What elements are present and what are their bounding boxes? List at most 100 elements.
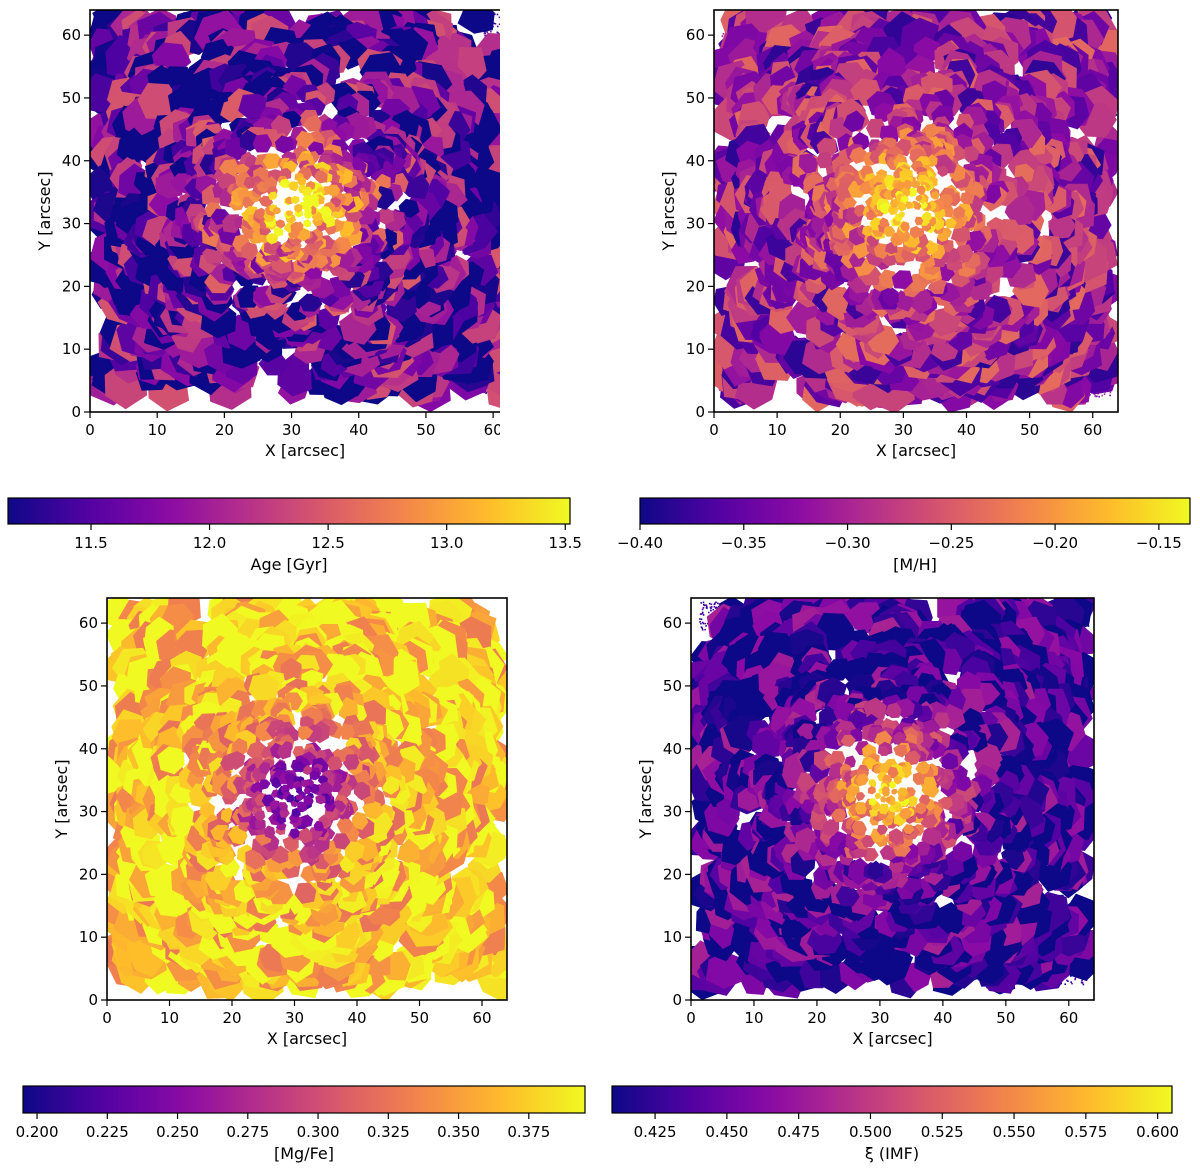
voronoi-bin: [290, 195, 300, 204]
spaxel-pixel: [498, 23, 500, 26]
colorbar-tick-label: −0.20: [1032, 534, 1078, 552]
voronoi-bin: [270, 776, 282, 789]
voronoi-bin: [263, 825, 276, 839]
voronoi-bin: [285, 210, 294, 217]
voronoi-bin: [294, 203, 303, 213]
spaxel-pixel: [710, 603, 713, 606]
voronoi-bin: [849, 146, 867, 164]
x-tick-label: 40: [957, 421, 976, 439]
spaxel-pixel: [706, 622, 709, 625]
voronoi-bin: [253, 810, 266, 822]
voronoi-bin: [1004, 196, 1035, 226]
voronoi-bin: [352, 781, 371, 801]
voronoi-bin: [298, 293, 323, 312]
voronoi-bin: [199, 801, 216, 818]
voronoi-bin: [891, 270, 913, 290]
voronoi-bin: [916, 185, 926, 195]
spaxel-pixel: [712, 608, 714, 611]
x-tick-label: 50: [416, 421, 435, 439]
colorbar-label: [M/H]: [893, 555, 937, 574]
y-tick-label: 0: [88, 991, 98, 1009]
y-tick-label: 60: [62, 26, 81, 44]
colorbar-tick-label: 0.300: [297, 1123, 340, 1141]
spaxel-pixel: [1070, 975, 1072, 977]
voronoi-bins: [90, 10, 500, 412]
x-axis-label: X [arcsec]: [876, 441, 956, 460]
voronoi-bin: [315, 794, 326, 805]
spaxel-pixel: [701, 627, 703, 629]
voronoi-bin: [286, 794, 295, 803]
x-tick-label: 10: [160, 1009, 179, 1027]
spaxel-pixel: [716, 607, 718, 609]
voronoi-bin: [227, 825, 248, 845]
spaxel-pixel: [708, 602, 711, 605]
voronoi-bin: [258, 779, 271, 790]
spaxel-pixel: [1098, 395, 1100, 398]
spaxel-pixel: [496, 25, 499, 28]
spaxel-pixel: [717, 602, 719, 605]
axes-frame: [106, 597, 508, 1001]
spaxel-pixel: [1081, 982, 1083, 984]
spaxel-pixel: [494, 13, 496, 15]
voronoi-bin: [396, 838, 420, 864]
x-axis: 0 10 20 30 40 50 60: [102, 1000, 492, 1027]
spaxel-pixel: [702, 622, 705, 625]
voronoi-bin: [252, 134, 273, 153]
voronoi-bin: [295, 794, 304, 802]
x-axis-label: X [arcsec]: [265, 441, 345, 460]
y-tick-label: 10: [62, 340, 81, 358]
colorbar-tick-label: −0.15: [1136, 534, 1182, 552]
colorbar-ticks: 0.200 0.225 0.250 0.275 0.300 0.325 0.350 0.375: [16, 1113, 550, 1141]
voronoi-bin: [878, 269, 898, 289]
spaxel-pixel: [700, 602, 702, 604]
spaxel-pixel: [493, 22, 495, 25]
voronoi-bin: [303, 114, 322, 132]
metallicity-colorbar: −0.40 −0.35 −0.30 −0.25 −0.20 −0.15[M/H]: [617, 497, 1191, 574]
voronoi-bin: [157, 746, 185, 775]
voronoi-bin: [313, 820, 324, 832]
spaxel-pixel: [705, 604, 707, 606]
spaxel-pixel: [701, 612, 704, 615]
y-tick-label: 10: [79, 928, 98, 946]
spaxel-pixel: [1074, 978, 1076, 981]
spaxel-pixel: [702, 607, 705, 609]
voronoi-bin: [798, 153, 819, 174]
y-tick-label: 20: [79, 865, 98, 883]
spaxel-pixel: [1095, 395, 1098, 398]
colorbar-tick-label: −0.40: [617, 534, 663, 552]
voronoi-bin: [266, 233, 279, 245]
voronoi-bin: [883, 225, 896, 237]
x-tick-label: 60: [472, 1009, 491, 1027]
spaxel-pixel: [1094, 395, 1097, 397]
voronoi-bins: [107, 598, 507, 1000]
voronoi-bin: [882, 286, 899, 307]
spaxel-pixel: [701, 608, 704, 611]
voronoi-bin: [294, 882, 317, 904]
y-axis-label: Y [arcsec]: [659, 171, 678, 251]
voronoi-bin: [907, 187, 918, 197]
voronoi-bin: [952, 205, 966, 219]
colorbar-tick-label: 12.0: [193, 534, 226, 552]
spaxel-pixel: [704, 622, 706, 625]
y-tick-label: 50: [62, 89, 81, 107]
spaxel-pixel: [483, 32, 486, 35]
voronoi-bin: [843, 110, 865, 133]
voronoi-bin: [937, 165, 949, 178]
voronoi-bin: [315, 170, 328, 184]
voronoi-bin: [303, 219, 312, 228]
spaxel-pixel: [709, 606, 712, 609]
y-tick-label: 40: [686, 152, 705, 170]
spaxel-pixel: [706, 605, 708, 607]
voronoi-bin: [903, 189, 911, 198]
spaxel-pixel: [699, 618, 701, 620]
voronoi-bins: [714, 10, 1118, 412]
spaxel-pixel: [1074, 977, 1077, 980]
spaxel-pixel: [496, 31, 499, 34]
spaxel-pixel: [713, 606, 716, 608]
x-tick-label: 50: [410, 1009, 429, 1027]
spaxel-pixel: [708, 611, 710, 614]
